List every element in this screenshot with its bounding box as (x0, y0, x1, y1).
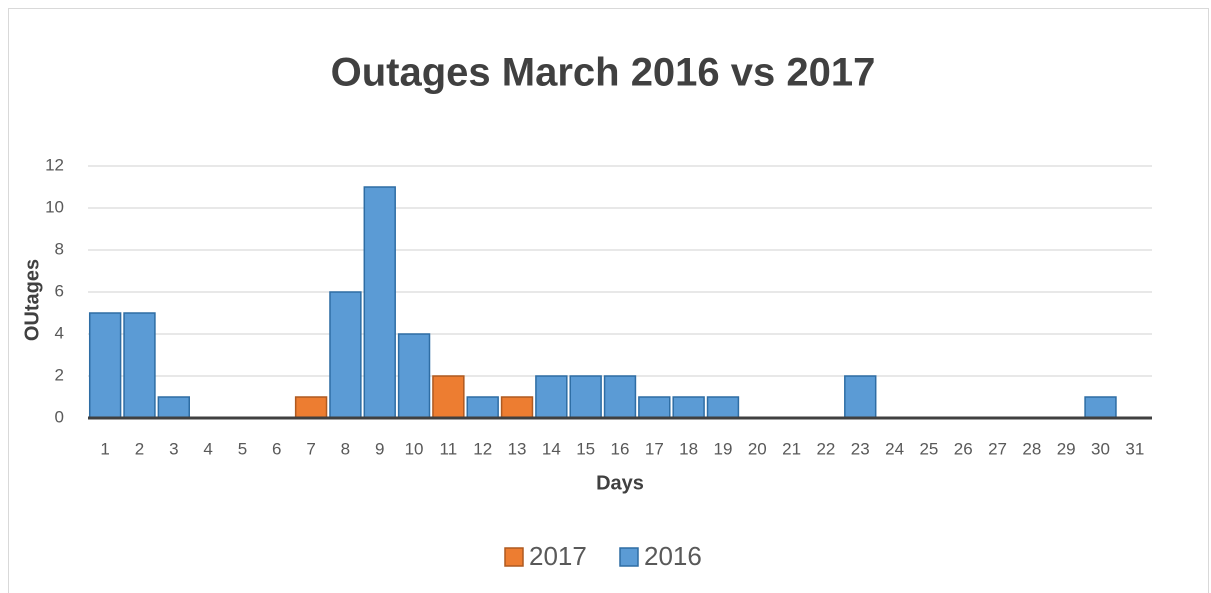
x-tick-label: 6 (272, 439, 281, 458)
legend-swatch (504, 547, 524, 567)
x-tick-label: 14 (542, 439, 561, 458)
y-axis-label: OUtages (21, 259, 43, 341)
bar (1084, 396, 1117, 419)
x-tick-label: 12 (473, 439, 492, 458)
x-tick-label: 16 (611, 439, 630, 458)
x-tick-label: 24 (885, 439, 904, 458)
x-tick-label: 26 (954, 439, 973, 458)
x-tick-label: 7 (306, 439, 315, 458)
y-tick-label: 4 (55, 323, 64, 342)
x-tick-label: 25 (919, 439, 938, 458)
x-tick-label: 17 (645, 439, 664, 458)
x-tick-label: 30 (1091, 439, 1110, 458)
bar (706, 396, 740, 419)
y-tick-label: 0 (55, 407, 64, 426)
bar (432, 375, 465, 419)
bar (466, 396, 499, 419)
x-tick-label: 13 (508, 439, 527, 458)
bar (329, 291, 362, 419)
legend-label: 2016 (644, 541, 702, 571)
y-tick-label: 8 (55, 239, 64, 258)
x-tick-label: 28 (1022, 439, 1041, 458)
bar (603, 375, 637, 419)
legend-label: 2017 (529, 541, 587, 571)
bar (157, 396, 191, 419)
x-tick-label: 3 (169, 439, 178, 458)
x-tick-label: 1 (100, 439, 109, 458)
y-tick-label: 10 (45, 197, 64, 216)
x-tick-label: 9 (375, 439, 384, 458)
x-tick-label: 5 (238, 439, 247, 458)
chart-title: Outages March 2016 vs 2017 (331, 51, 876, 95)
x-tick-label: 8 (341, 439, 350, 458)
y-tick-label: 2 (55, 365, 64, 384)
bar (535, 375, 568, 419)
y-tick-label: 12 (45, 155, 64, 174)
bar (363, 186, 396, 419)
bar (88, 312, 122, 419)
bar (844, 375, 877, 419)
x-tick-label: 20 (748, 439, 767, 458)
bar (569, 375, 602, 419)
x-tick-label: 31 (1125, 439, 1144, 458)
bar (500, 396, 534, 419)
x-tick-label: 21 (782, 439, 801, 458)
chart-frame (8, 8, 1209, 593)
x-tick-label: 11 (440, 439, 458, 458)
legend-swatch (619, 547, 639, 567)
x-tick-label: 18 (679, 439, 698, 458)
x-tick-label: 22 (816, 439, 835, 458)
x-tick-label: 15 (576, 439, 595, 458)
bar (672, 396, 705, 419)
x-tick-label: 29 (1057, 439, 1076, 458)
x-tick-label: 10 (405, 439, 424, 458)
bar (397, 333, 431, 419)
x-axis-label: Days (596, 472, 644, 494)
x-tick-label: 27 (988, 439, 1007, 458)
x-tick-label: 23 (851, 439, 870, 458)
bar (638, 396, 671, 419)
x-tick-label: 19 (714, 439, 733, 458)
x-tick-label: 2 (135, 439, 144, 458)
y-tick-label: 6 (55, 281, 64, 300)
x-tick-label: 4 (203, 439, 212, 458)
bar (294, 396, 328, 419)
bar (123, 312, 156, 419)
